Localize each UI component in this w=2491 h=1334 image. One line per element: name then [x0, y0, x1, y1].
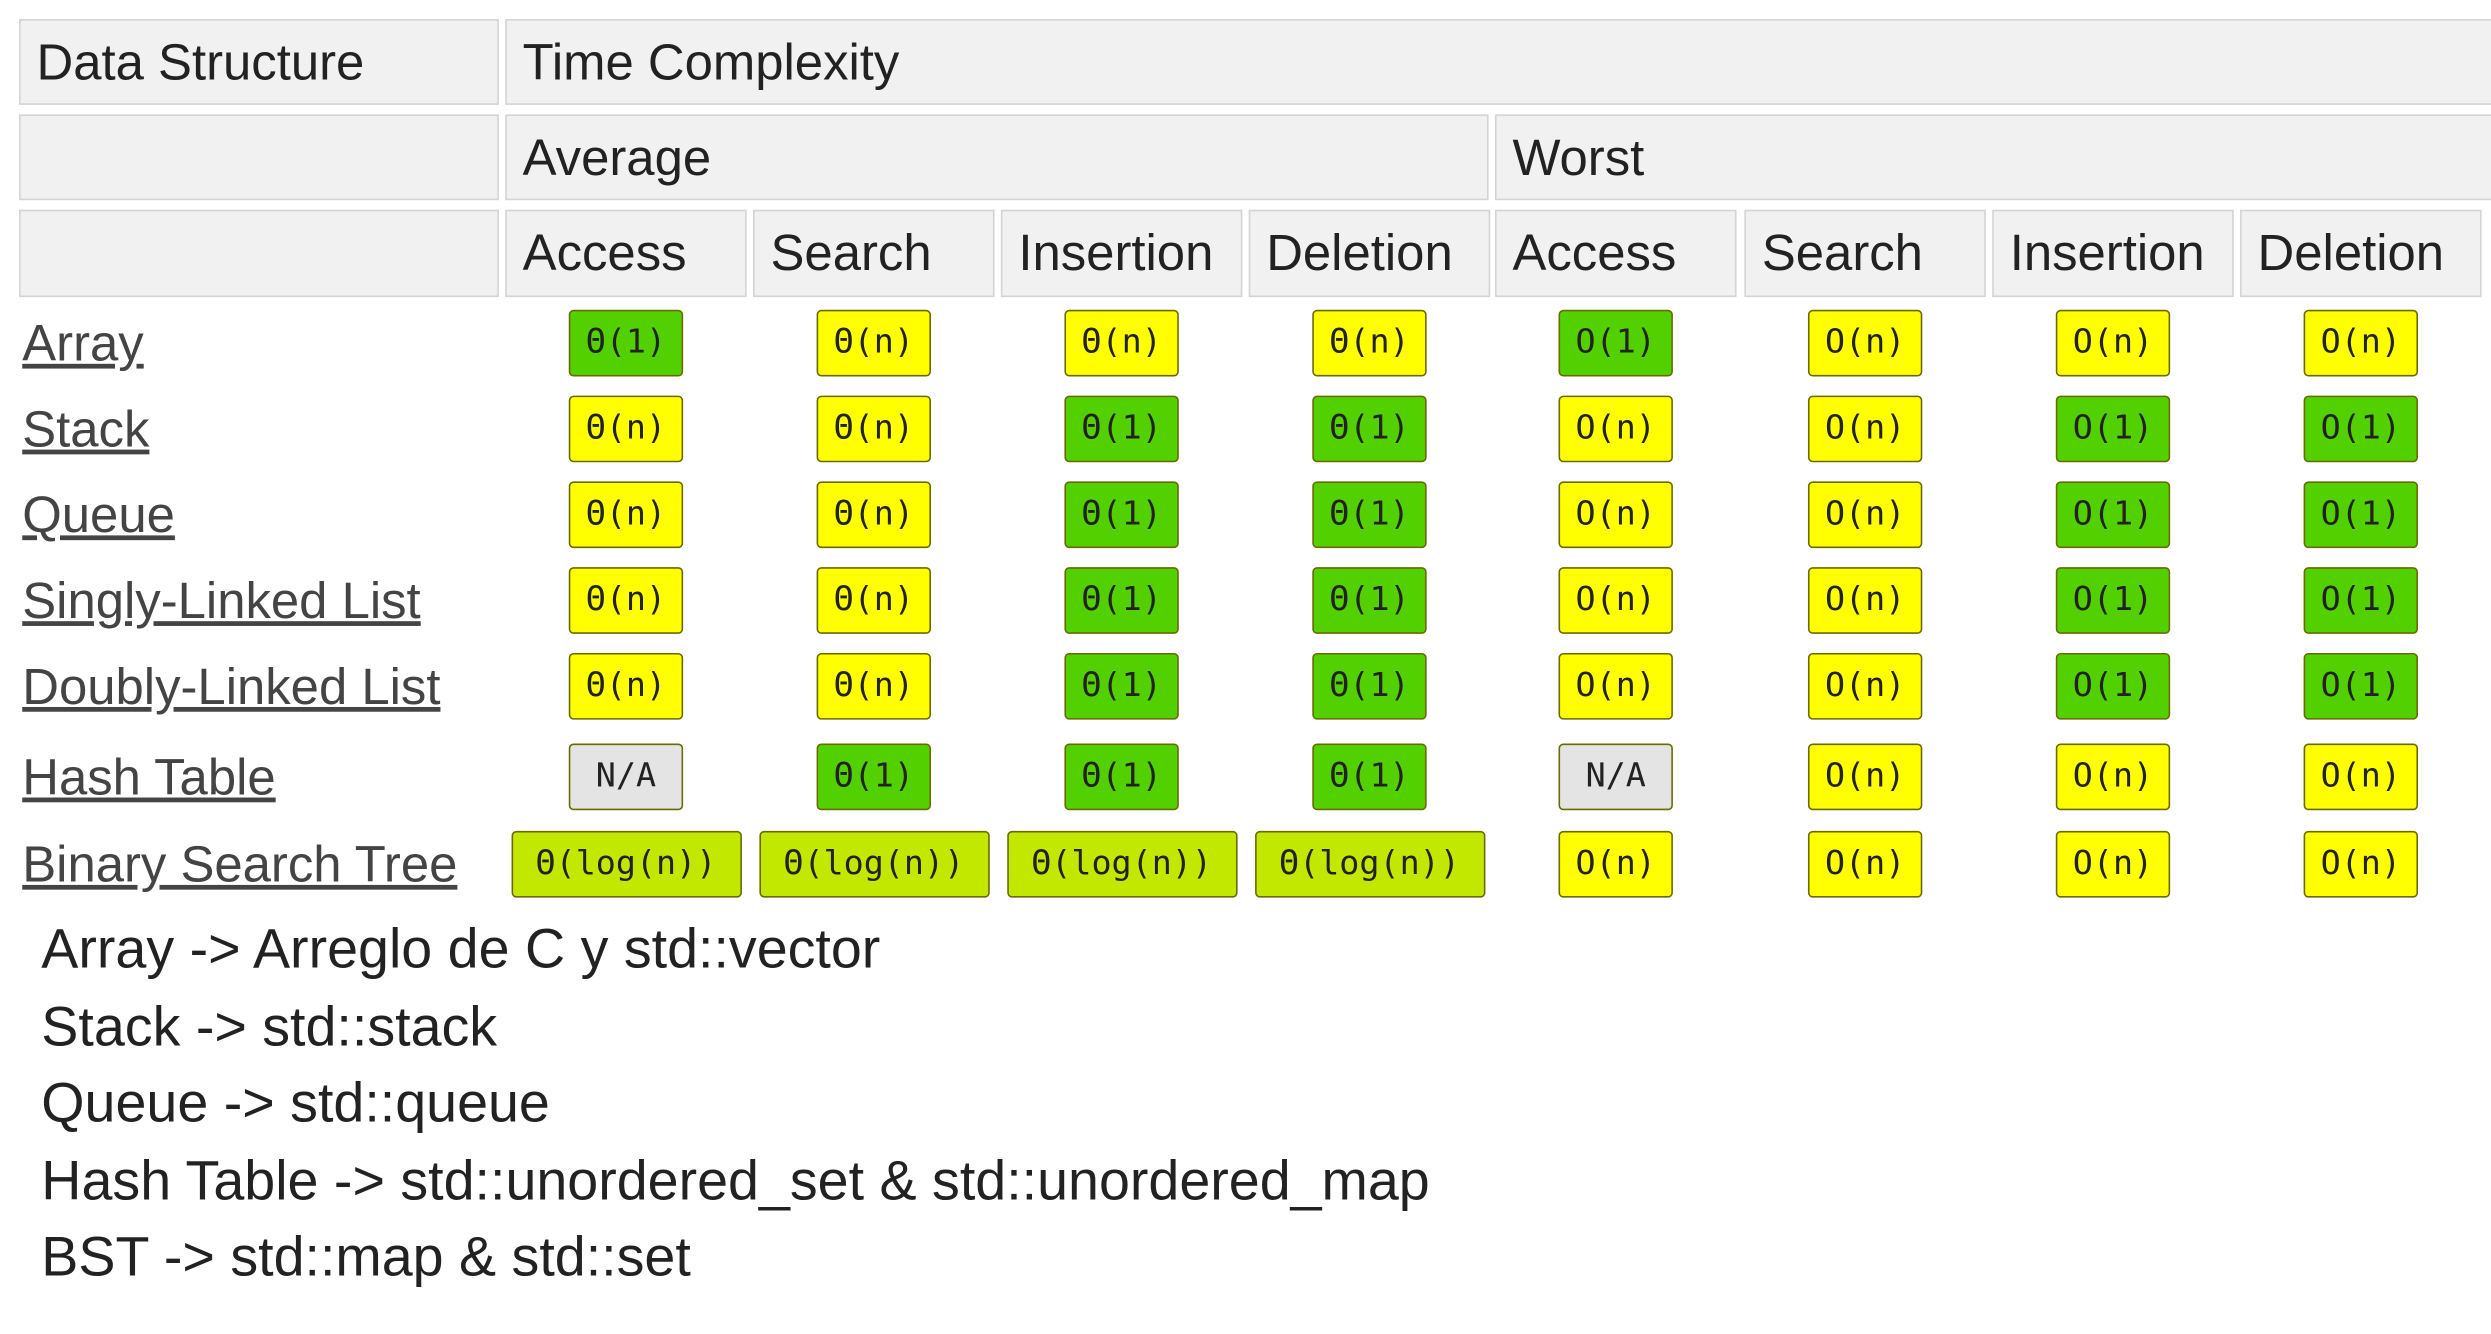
- complexity-badge: Θ(n): [816, 481, 931, 549]
- header-cell: Search: [1744, 209, 1986, 298]
- header-cell: Insertion: [1992, 209, 2234, 298]
- complexity-badge: Θ(n): [816, 309, 931, 377]
- complexity-badge: O(n): [1558, 652, 1673, 720]
- complexity-badge: O(n): [2303, 830, 2419, 898]
- complexity-badge: Θ(n): [1064, 309, 1179, 377]
- complexity-badge: Θ(1): [1312, 481, 1427, 549]
- row-link[interactable]: Queue: [22, 486, 175, 544]
- complexity-badge: Θ(1): [1064, 481, 1179, 549]
- complexity-badge: Θ(log(n)): [1006, 830, 1237, 898]
- header-cell: Insertion: [1000, 209, 1243, 298]
- complexity-badge: Θ(1): [568, 309, 684, 377]
- note-line: Hash Table -> std::unordered_set & std::…: [41, 1149, 1430, 1212]
- complexity-badge: O(n): [2055, 743, 2171, 811]
- row-link[interactable]: Array: [22, 314, 144, 372]
- row-link[interactable]: Stack: [22, 400, 150, 458]
- complexity-badge: O(1): [2055, 652, 2171, 720]
- complexity-badge: Θ(1): [1064, 567, 1179, 634]
- complexity-badge: Θ(n): [816, 567, 931, 634]
- complexity-badge: Θ(log(n)): [758, 830, 989, 898]
- complexity-badge: O(1): [2303, 481, 2419, 549]
- complexity-badge: Θ(n): [568, 481, 684, 549]
- header-cell: Access: [505, 209, 747, 298]
- header-cell: [19, 114, 499, 201]
- complexity-badge: Θ(1): [1312, 743, 1427, 811]
- complexity-badge: Θ(log(n)): [510, 830, 742, 898]
- complexity-badge: O(1): [2303, 652, 2419, 720]
- complexity-badge: O(1): [1558, 309, 1673, 377]
- complexity-badge: Θ(log(n)): [1254, 830, 1485, 898]
- complexity-badge: O(1): [2055, 481, 2171, 549]
- header-cell: Search: [753, 209, 995, 298]
- complexity-badge: O(n): [1807, 309, 1923, 377]
- note-line: BST -> std::map & std::set: [41, 1226, 691, 1289]
- row-link[interactable]: Doubly-Linked List: [22, 657, 441, 715]
- complexity-badge: O(n): [2055, 309, 2171, 377]
- complexity-badge: O(n): [1807, 652, 1923, 720]
- complexity-badge: O(n): [1558, 567, 1673, 634]
- row-link[interactable]: Binary Search Tree: [22, 835, 458, 893]
- header-cell: Deletion: [2240, 209, 2482, 298]
- complexity-badge: O(n): [1807, 830, 1923, 898]
- complexity-badge: Θ(1): [816, 743, 931, 811]
- complexity-badge: O(1): [2303, 395, 2419, 463]
- complexity-badge: O(n): [1807, 743, 1923, 811]
- note-line: Queue -> std::queue: [41, 1072, 550, 1135]
- complexity-badge: N/A: [1558, 743, 1673, 811]
- complexity-badge: Θ(n): [568, 652, 684, 720]
- complexity-badge: O(n): [1558, 481, 1673, 549]
- note-line: Stack -> std::stack: [41, 995, 498, 1058]
- complexity-badge: Θ(1): [1064, 743, 1179, 811]
- complexity-badge: Θ(n): [568, 567, 684, 634]
- complexity-badge: O(1): [2055, 395, 2171, 463]
- complexity-badge: O(n): [1807, 395, 1923, 463]
- complexity-badge: O(n): [1558, 395, 1673, 463]
- complexity-badge: O(n): [2303, 309, 2419, 377]
- header-cell: [19, 209, 499, 298]
- complexity-badge: Θ(1): [1064, 652, 1179, 720]
- note-line: Array -> Arreglo de C y std::vector: [41, 918, 881, 981]
- complexity-badge: O(1): [2055, 567, 2171, 634]
- complexity-badge: O(n): [1807, 567, 1923, 634]
- complexity-badge: N/A: [568, 743, 684, 811]
- header-cell: Time Complexity: [505, 19, 2491, 105]
- complexity-badge: Θ(1): [1064, 395, 1179, 463]
- complexity-badge: Θ(1): [1312, 395, 1427, 463]
- complexity-badge: Θ(n): [816, 652, 931, 720]
- complexity-badge: Θ(n): [816, 395, 931, 463]
- header-cell: Data Structure: [19, 19, 499, 105]
- complexity-badge: Θ(1): [1312, 652, 1427, 720]
- header-cell: Deletion: [1248, 209, 1491, 298]
- row-link[interactable]: Singly-Linked List: [22, 571, 421, 630]
- header-cell: Worst: [1494, 114, 2491, 201]
- complexity-badge: O(n): [2055, 830, 2171, 898]
- complexity-badge: Θ(1): [1312, 567, 1427, 634]
- header-cell: Access: [1494, 209, 1737, 298]
- complexity-badge: O(n): [1807, 481, 1923, 549]
- row-link[interactable]: Hash Table: [22, 748, 276, 806]
- complexity-badge: O(n): [2303, 743, 2419, 811]
- complexity-badge: O(1): [2303, 567, 2419, 634]
- header-cell: Average: [505, 114, 1489, 201]
- complexity-badge: Θ(n): [1312, 309, 1427, 377]
- complexity-badge: O(n): [1558, 830, 1673, 898]
- complexity-badge: Θ(n): [568, 395, 684, 463]
